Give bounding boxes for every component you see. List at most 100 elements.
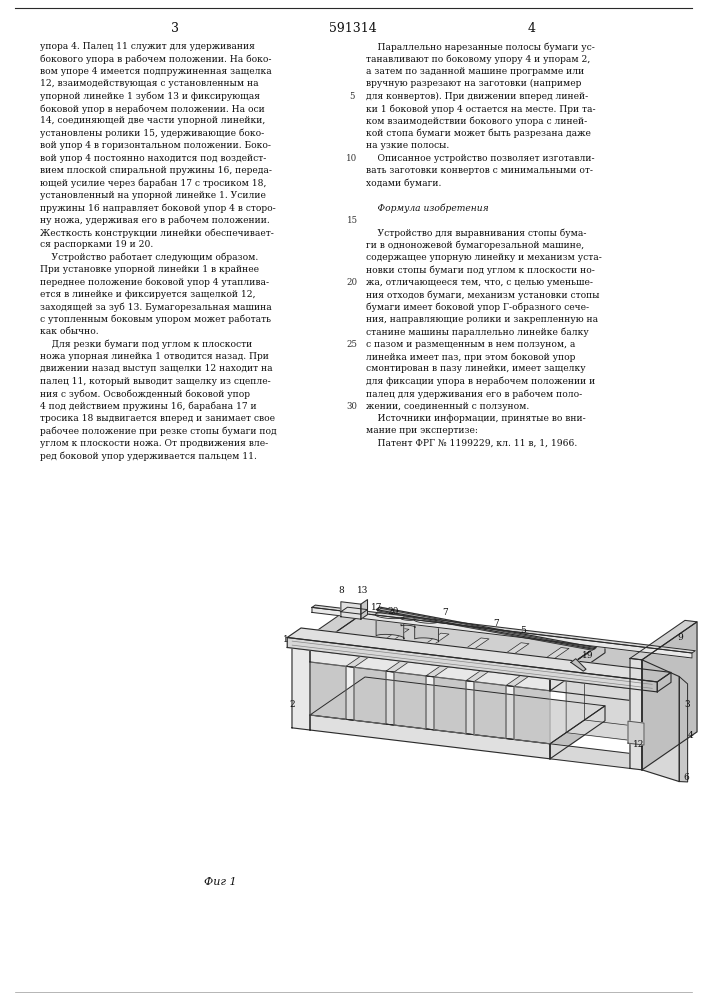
Text: вием плоской спиральной пружины 16, переда-: вием плоской спиральной пружины 16, пере… xyxy=(40,166,272,175)
Polygon shape xyxy=(550,679,630,700)
Polygon shape xyxy=(474,682,506,739)
Polygon shape xyxy=(571,659,586,671)
Text: ется в линейке и фиксируется защелкой 12,: ется в линейке и фиксируется защелкой 12… xyxy=(40,290,255,299)
Text: новки стопы бумаги под углом к плоскости но-: новки стопы бумаги под углом к плоскости… xyxy=(366,265,595,275)
Polygon shape xyxy=(665,674,669,730)
Polygon shape xyxy=(646,686,650,742)
Text: 7: 7 xyxy=(493,619,499,628)
Text: 13: 13 xyxy=(357,586,368,595)
Text: Параллельно нарезанные полосы бумаги ус-: Параллельно нарезанные полосы бумаги ус- xyxy=(366,42,595,51)
Text: Фиг 1: Фиг 1 xyxy=(204,877,236,887)
Polygon shape xyxy=(361,600,368,619)
Text: содержащее упорную линейку и механизм уста-: содержащее упорную линейку и механизм ус… xyxy=(366,253,602,262)
Text: бумаги имеет боковой упор Г-образного сече-: бумаги имеет боковой упор Г-образного се… xyxy=(366,302,589,312)
Text: пружины 16 направляет боковой упор 4 в сторо-: пружины 16 направляет боковой упор 4 в с… xyxy=(40,203,276,213)
Polygon shape xyxy=(630,658,642,770)
Polygon shape xyxy=(550,641,685,688)
Text: 9: 9 xyxy=(677,633,683,642)
Text: 4: 4 xyxy=(687,731,693,740)
Text: Описанное устройство позволяет изготавли-: Описанное устройство позволяет изготавли… xyxy=(366,154,595,163)
Text: 25: 25 xyxy=(346,340,358,349)
Polygon shape xyxy=(426,638,489,677)
Text: 19: 19 xyxy=(582,651,593,660)
Polygon shape xyxy=(506,686,514,739)
Polygon shape xyxy=(341,607,368,614)
Polygon shape xyxy=(386,671,394,725)
Text: ги в одноножевой бумагорезальной машине,: ги в одноножевой бумагорезальной машине, xyxy=(366,240,584,250)
Text: Патент ФРГ № 1199229, кл. 11 в, 1, 1966.: Патент ФРГ № 1199229, кл. 11 в, 1, 1966. xyxy=(366,439,577,448)
Text: 10: 10 xyxy=(346,154,358,163)
Text: упора 4. Палец 11 служит для удерживания: упора 4. Палец 11 служит для удерживания xyxy=(40,42,255,51)
Text: танавливают по боковому упору 4 и упорам 2,: танавливают по боковому упору 4 и упорам… xyxy=(366,54,590,64)
Polygon shape xyxy=(466,681,474,735)
Text: ся распорками 19 и 20.: ся распорками 19 и 20. xyxy=(40,240,153,249)
Polygon shape xyxy=(566,680,646,742)
Text: 8: 8 xyxy=(338,586,344,595)
Text: При установке упорной линейки 1 в крайнее: При установке упорной линейки 1 в крайне… xyxy=(40,265,259,274)
Polygon shape xyxy=(394,672,426,729)
Text: 591314: 591314 xyxy=(329,22,377,35)
Text: углом к плоскости ножа. От продвижения вле-: углом к плоскости ножа. От продвижения в… xyxy=(40,439,268,448)
Text: боковой упор в нерабочем положении. На оси: боковой упор в нерабочем положении. На о… xyxy=(40,104,264,113)
Polygon shape xyxy=(310,677,605,744)
Text: тросика 18 выдвигается вперед и занимает свое: тросика 18 выдвигается вперед и занимает… xyxy=(40,414,275,423)
Text: на узкие полосы.: на узкие полосы. xyxy=(366,141,449,150)
Text: 5: 5 xyxy=(520,626,527,635)
Polygon shape xyxy=(346,666,354,720)
Text: вой упор 4 в горизонтальном положении. Боко-: вой упор 4 в горизонтальном положении. Б… xyxy=(40,141,271,150)
Text: 6: 6 xyxy=(683,773,689,782)
Text: 4: 4 xyxy=(528,22,536,35)
Text: с утопленным боковым упором может работать: с утопленным боковым упором может работа… xyxy=(40,315,271,324)
Polygon shape xyxy=(679,677,688,782)
Text: 5: 5 xyxy=(349,92,355,101)
Text: ред боковой упор удерживается пальцем 11.: ред боковой упор удерживается пальцем 11… xyxy=(40,451,257,461)
Text: а затем по заданной машине программе или: а затем по заданной машине программе или xyxy=(366,67,584,76)
Polygon shape xyxy=(354,667,386,724)
Polygon shape xyxy=(514,686,550,744)
Polygon shape xyxy=(414,618,439,623)
Text: 3: 3 xyxy=(171,22,179,35)
Text: вой упор 4 постоянно находится под воздейст-: вой упор 4 постоянно находится под возде… xyxy=(40,154,267,163)
Polygon shape xyxy=(550,706,605,759)
Polygon shape xyxy=(310,715,550,759)
Text: движении назад выступ защелки 12 находит на: движении назад выступ защелки 12 находит… xyxy=(40,364,273,373)
Polygon shape xyxy=(292,648,310,730)
Text: Жесткость конструкции линейки обеспечивает-: Жесткость конструкции линейки обеспечива… xyxy=(40,228,274,237)
Text: ходами бумаги.: ходами бумаги. xyxy=(366,178,441,188)
Polygon shape xyxy=(658,672,671,692)
Text: ком взаимодействии бокового упора с линей-: ком взаимодействии бокового упора с лине… xyxy=(366,116,588,126)
Text: с пазом и размещенным в нем ползуном, а: с пазом и размещенным в нем ползуном, а xyxy=(366,340,575,349)
Text: для конвертов). При движении вперед линей-: для конвертов). При движении вперед лине… xyxy=(366,92,588,101)
Polygon shape xyxy=(466,643,529,682)
Polygon shape xyxy=(375,612,404,619)
Text: ножа упорная линейка 1 отводится назад. При: ножа упорная линейка 1 отводится назад. … xyxy=(40,352,269,361)
Text: палец 11, который выводит защелку из сцепле-: палец 11, который выводит защелку из сце… xyxy=(40,377,271,386)
Text: 1: 1 xyxy=(283,636,289,645)
Polygon shape xyxy=(585,667,665,730)
Text: Для резки бумаги под углом к плоскости: Для резки бумаги под углом к плоскости xyxy=(40,340,252,349)
Text: 12: 12 xyxy=(633,740,644,749)
Text: 14, соединяющей две части упорной линейки,: 14, соединяющей две части упорной линейк… xyxy=(40,116,265,125)
Text: бокового упора в рабочем положении. На боко-: бокового упора в рабочем положении. На б… xyxy=(40,54,271,64)
Text: кой стопа бумаги может быть разрезана даже: кой стопа бумаги может быть разрезана да… xyxy=(366,129,591,138)
Polygon shape xyxy=(630,715,685,768)
Text: вом упоре 4 имеется подпружиненная защелка: вом упоре 4 имеется подпружиненная защел… xyxy=(40,67,271,76)
Text: 30: 30 xyxy=(346,402,358,411)
Text: линейка имеет паз, при этом боковой упор: линейка имеет паз, при этом боковой упор xyxy=(366,352,575,361)
Text: палец для удерживания его в рабочем поло-: палец для удерживания его в рабочем поло… xyxy=(366,389,583,399)
Polygon shape xyxy=(630,650,685,700)
Text: 4 под действием пружины 16, барабана 17 и: 4 под действием пружины 16, барабана 17 … xyxy=(40,402,257,411)
Polygon shape xyxy=(628,721,644,745)
Polygon shape xyxy=(550,641,605,691)
Polygon shape xyxy=(292,610,365,650)
Text: 2: 2 xyxy=(290,700,296,709)
Polygon shape xyxy=(287,628,671,682)
Polygon shape xyxy=(401,617,415,628)
Polygon shape xyxy=(310,662,346,719)
Text: Устройство работает следующим образом.: Устройство работает следующим образом. xyxy=(40,253,258,262)
Text: 20: 20 xyxy=(387,607,399,616)
Text: ния отходов бумаги, механизм установки стопы: ния отходов бумаги, механизм установки с… xyxy=(366,290,600,300)
Text: для фиксации упора в нерабочем положении и: для фиксации упора в нерабочем положении… xyxy=(366,377,595,386)
Text: 12, взаимодействующая с установленным на: 12, взаимодействующая с установленным на xyxy=(40,79,259,88)
Polygon shape xyxy=(310,612,605,679)
